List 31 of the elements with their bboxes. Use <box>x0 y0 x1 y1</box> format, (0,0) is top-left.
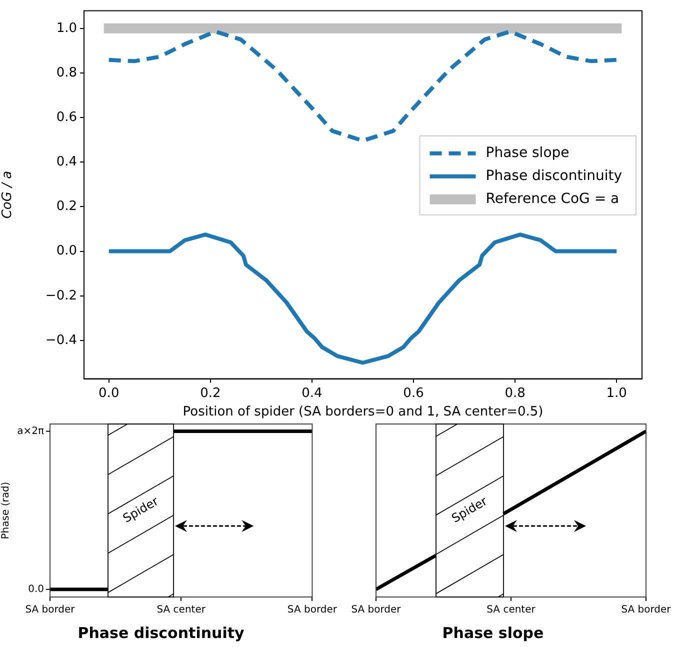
x-tick-label: 0.6 <box>403 386 424 401</box>
x-tick-label: SA center <box>156 604 206 616</box>
x-tick-label: 0.4 <box>302 386 322 401</box>
text: a×2π <box>17 426 44 437</box>
text: Phase discontinuity <box>78 624 244 642</box>
x-tick-label: 1.0 <box>606 386 627 401</box>
y-tick-label: −0.2 <box>45 288 77 304</box>
y-tick-label: 0.4 <box>56 154 77 170</box>
line-series <box>106 30 619 143</box>
x-tick-label: SA center <box>486 604 536 616</box>
x-tick-label: 0.0 <box>98 386 120 401</box>
y-axis-title: CoG / a <box>0 170 16 219</box>
x-tick-label: SA border <box>621 604 672 616</box>
legend-label: Reference CoG = a <box>486 191 620 208</box>
y-tick-label: −0.4 <box>45 332 77 348</box>
x-axis-title: Position of spider (SA borders=0 and 1, SA center=0.5) <box>182 404 544 420</box>
text: 0.0 <box>28 584 44 595</box>
text: Phase slope <box>442 624 544 642</box>
x-tick-label: SA border <box>287 604 338 616</box>
y-tick-label: 0.6 <box>56 110 77 125</box>
x-tick-label: 0.8 <box>504 386 526 401</box>
x-tick-label: SA border <box>25 604 76 616</box>
y-tick-label: 0.0 <box>56 244 77 259</box>
x-tick-label: SA border <box>351 604 402 616</box>
y-axis-title: Phase (rad) <box>0 482 12 540</box>
legend-label: Phase slope <box>486 145 570 162</box>
y-tick-label: 1.0 <box>56 20 77 36</box>
y-tick-label: 0.2 <box>56 199 77 214</box>
y-tick-label: 0.8 <box>56 65 77 80</box>
legend-label: Phase discontinuity <box>486 168 622 184</box>
x-tick-label: 0.2 <box>200 386 221 401</box>
